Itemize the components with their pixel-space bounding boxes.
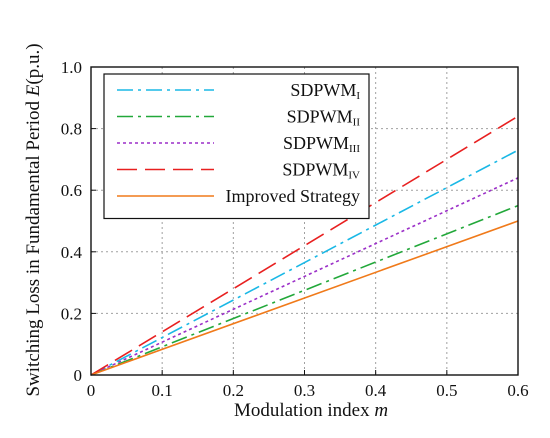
series-line-2 bbox=[90, 204, 519, 376]
series-line-1 bbox=[90, 149, 519, 376]
x-axis-title: Modulation index m bbox=[234, 400, 388, 421]
legend-label-2: SDPWMII bbox=[287, 107, 361, 129]
y-tick-label: 0.6 bbox=[61, 181, 82, 200]
x-tick-label: 0 bbox=[87, 381, 96, 400]
y-axis-title-symbol: E bbox=[23, 84, 44, 97]
y-axis-title: Switching Loss in Fundamental Period E(p… bbox=[23, 43, 44, 396]
axes bbox=[90, 66, 519, 376]
y-tick-label: 0 bbox=[74, 366, 83, 385]
legend-box bbox=[103, 73, 370, 220]
legend-label-5: Improved Strategy bbox=[226, 186, 360, 206]
y-tick-label: 0.4 bbox=[61, 243, 83, 262]
y-tick-label: 1.0 bbox=[61, 58, 82, 77]
y-axis-title-text: Switching Loss in Fundamental Period bbox=[23, 96, 44, 396]
y-axis-title-unit: (p.u.) bbox=[23, 43, 44, 84]
series-lines bbox=[90, 115, 519, 376]
legend-subscript: I bbox=[356, 90, 360, 102]
legend-name: SDPWM bbox=[282, 160, 348, 180]
y-tick-label: 0.8 bbox=[61, 120, 82, 139]
x-tick-label: 0.3 bbox=[294, 381, 315, 400]
x-tick-label: 0.2 bbox=[223, 381, 244, 400]
legend-label-4: SDPWMIV bbox=[282, 160, 360, 182]
tick-labels: 0 0.1 0.2 0.3 0.4 0.5 0.6 0 0.2 0.4 0.6 0.8 1.0 bbox=[61, 58, 529, 400]
legend-label-3: SDPWMIII bbox=[283, 133, 360, 155]
legend-subscript: IV bbox=[348, 170, 360, 182]
x-tick-label: 0.6 bbox=[507, 381, 528, 400]
legend-label-1: SDPWMI bbox=[290, 80, 360, 102]
x-tick-label: 0.4 bbox=[365, 381, 387, 400]
legend-name: SDPWM bbox=[283, 133, 349, 153]
series-line-5 bbox=[90, 220, 519, 376]
y-tick-label: 0.2 bbox=[61, 304, 82, 323]
x-axis-title-symbol: m bbox=[374, 400, 388, 421]
x-axis-title-text: Modulation index bbox=[234, 400, 374, 421]
legend-name: Improved Strategy bbox=[226, 186, 360, 206]
legend-subscript: III bbox=[349, 143, 360, 155]
legend-name: SDPWM bbox=[287, 107, 353, 127]
legend-name: SDPWM bbox=[290, 80, 356, 100]
legend-subscript: II bbox=[353, 117, 361, 129]
x-tick-label: 0.1 bbox=[152, 381, 173, 400]
series-line-3 bbox=[90, 177, 519, 376]
x-tick-label: 0.5 bbox=[436, 381, 457, 400]
